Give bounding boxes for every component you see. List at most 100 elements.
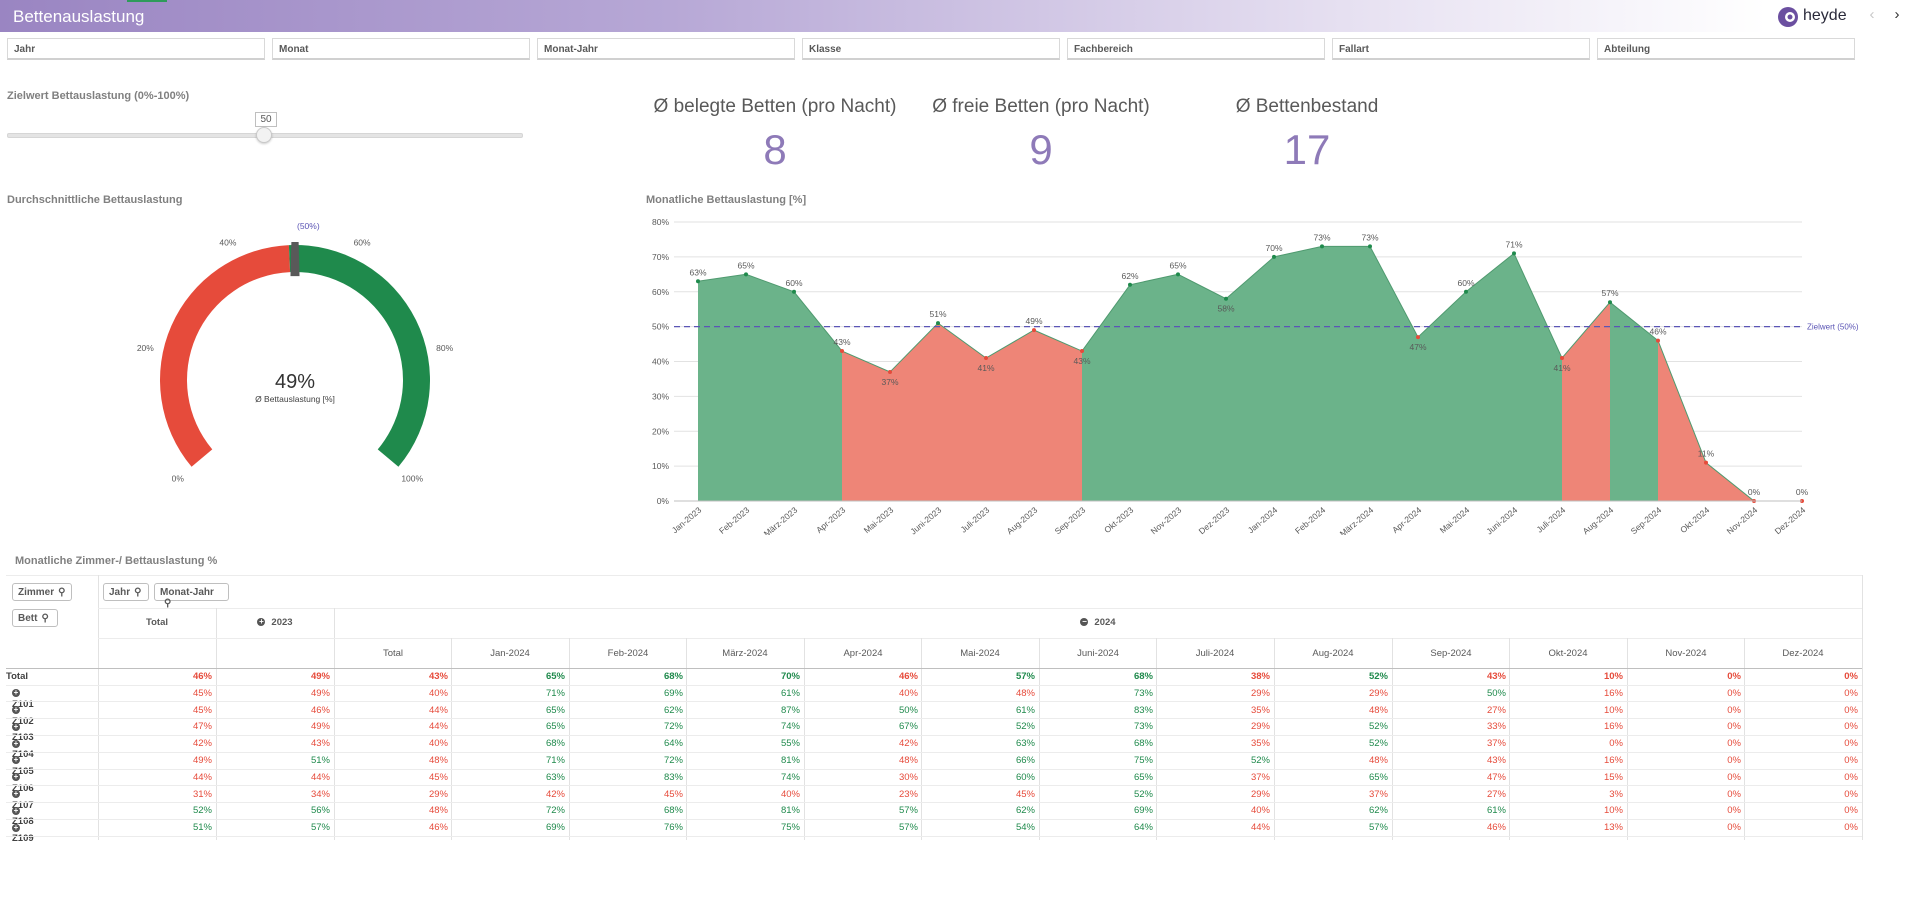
table-cell: 37% (1250, 771, 1270, 783)
data-point[interactable] (1272, 254, 1276, 259)
collapse-icon[interactable]: − (1080, 617, 1089, 627)
dimension-zimmer-button[interactable]: Zimmer ⚲ (12, 583, 72, 601)
filter-klasse[interactable]: Klasse (802, 38, 1060, 60)
table-cell: 44% (310, 771, 330, 783)
filter-fallart[interactable]: Fallart (1332, 38, 1590, 60)
data-point[interactable] (744, 272, 748, 277)
table-cell: 49% (192, 755, 212, 766)
data-point[interactable] (792, 289, 796, 294)
table-cell: 65% (545, 671, 565, 682)
data-point[interactable] (1656, 338, 1660, 343)
header-bottom-border (6, 668, 1863, 669)
expand-icon[interactable]: + (257, 617, 266, 627)
previous-sheet-icon[interactable]: ‹ (1869, 6, 1875, 23)
row-label-room[interactable]: +Z104 (12, 738, 34, 760)
row-label-room[interactable]: +Z101 (12, 688, 34, 710)
x-tick-label: Juni-2024 (1484, 505, 1519, 535)
table-cell: 57% (898, 822, 918, 834)
data-point[interactable] (1512, 251, 1516, 256)
kpi-value-bed-stock: 17 (1283, 126, 1331, 173)
expand-icon[interactable]: + (12, 721, 20, 731)
data-point[interactable] (1608, 300, 1612, 305)
data-point[interactable] (1368, 244, 1372, 249)
data-label: 73% (1361, 232, 1378, 242)
data-point[interactable] (840, 349, 844, 354)
data-label: 11% (1698, 449, 1715, 459)
col-header-2023[interactable]: +2023 (216, 617, 334, 628)
expand-icon[interactable]: + (12, 755, 20, 765)
x-tick-label: Dez-2024 (1773, 505, 1808, 535)
row-label-room[interactable]: +Z109 (12, 822, 34, 844)
heyde-logo-icon (1778, 7, 1798, 27)
gauge-tick-label: 20% (137, 343, 154, 353)
table-cell: 83% (1133, 704, 1153, 716)
expand-icon[interactable]: + (12, 705, 20, 715)
row-divider (6, 718, 1863, 720)
data-point[interactable] (1704, 460, 1708, 465)
filter-abteilung[interactable]: Abteilung (1597, 38, 1855, 60)
row-label-room[interactable]: +Z108 (12, 805, 34, 827)
table-cell: 0% (1727, 788, 1741, 800)
x-tick-label: Mai-2024 (1438, 505, 1472, 535)
row-label-room[interactable]: +Z102 (12, 705, 34, 727)
filter-monat[interactable]: Monat (272, 38, 530, 60)
data-point[interactable] (1320, 244, 1324, 249)
dimension-bett-button[interactable]: Bett ⚲ (12, 609, 58, 627)
row-label-total: Total (6, 671, 28, 682)
data-point[interactable] (1080, 349, 1084, 354)
row-label-room[interactable]: +Z103 (12, 721, 34, 743)
data-point[interactable] (696, 279, 700, 284)
filter-monat-jahr[interactable]: Monat-Jahr (537, 38, 795, 60)
expand-icon[interactable]: + (12, 772, 20, 782)
y-tick-label: 50% (652, 322, 669, 332)
table-cell: 47% (1486, 771, 1506, 783)
row-label-room[interactable]: +Z107 (12, 789, 34, 811)
col-header-2024[interactable]: −2024 (334, 617, 1862, 628)
expand-icon[interactable]: + (12, 789, 20, 799)
table-cell: 0% (1727, 822, 1741, 834)
data-point[interactable] (1032, 328, 1036, 333)
data-point[interactable] (1224, 296, 1228, 301)
data-label: 46% (1649, 327, 1666, 337)
row-label-room[interactable]: +Z106 (12, 772, 34, 794)
data-point[interactable] (1176, 272, 1180, 277)
data-point[interactable] (1416, 335, 1420, 340)
x-tick-label: Aug-2023 (1005, 505, 1040, 535)
data-point[interactable] (1560, 356, 1564, 361)
expand-icon[interactable]: + (12, 688, 20, 698)
data-point[interactable] (1464, 289, 1468, 294)
table-cell: 46% (1486, 822, 1506, 834)
table-cell: 0% (1727, 771, 1741, 783)
data-point[interactable] (984, 356, 988, 361)
dimension-monat-jahr-button[interactable]: Monat-Jahr⚲ (154, 583, 229, 609)
table-cell: 29% (1250, 687, 1270, 699)
row-divider (6, 734, 1863, 736)
next-sheet-icon[interactable]: › (1894, 6, 1900, 23)
row-label-room[interactable]: +Z105 (12, 755, 34, 777)
filter-jahr[interactable]: Jahr (7, 38, 265, 60)
target-slider-thumb[interactable] (256, 127, 272, 143)
expand-icon[interactable]: + (12, 805, 20, 815)
data-point[interactable] (1128, 282, 1132, 287)
row-label-text: Total (6, 671, 28, 682)
table-cell: 35% (1250, 704, 1270, 716)
expand-icon[interactable]: + (12, 738, 20, 748)
row-label-text: Z102 (12, 715, 34, 727)
expand-icon[interactable]: + (12, 822, 20, 832)
dimension-jahr-button[interactable]: Jahr ⚲ (103, 583, 149, 601)
x-tick-label: Jan-2023 (670, 505, 704, 535)
table-cell: 69% (545, 822, 565, 834)
data-point[interactable] (888, 369, 892, 374)
y-tick-label: 20% (652, 426, 669, 436)
kpi-value-free-beds: 9 (1029, 126, 1053, 173)
row-label-text: Z103 (12, 732, 34, 744)
col-divider (1627, 638, 1628, 840)
data-point[interactable] (936, 321, 940, 326)
filter-fachbereich[interactable]: Fachbereich (1067, 38, 1325, 60)
col-divider (804, 638, 805, 840)
x-tick-label: Aug-2024 (1581, 505, 1616, 535)
col-divider (1509, 638, 1510, 840)
table-cell: 43% (1486, 755, 1506, 766)
table-cell: 45% (428, 771, 448, 783)
table-cell: 40% (428, 687, 448, 699)
